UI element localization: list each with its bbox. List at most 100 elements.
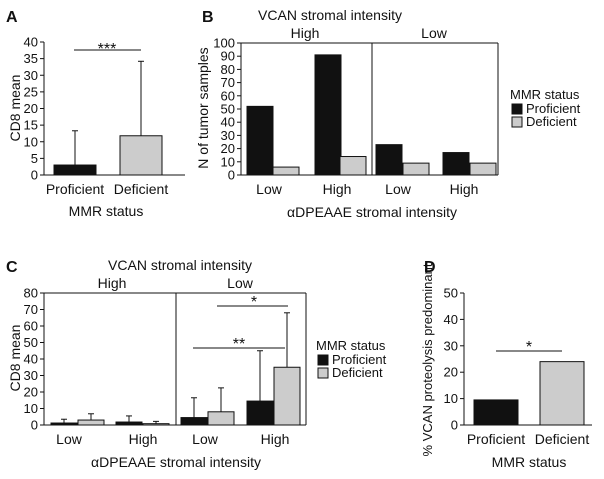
y-tick-label: 20 bbox=[444, 365, 458, 380]
panel-c-x-tick-label: High bbox=[261, 431, 290, 447]
panel-a-letter: A bbox=[6, 9, 18, 26]
panel-d-bars bbox=[473, 361, 585, 426]
bar-proficient bbox=[314, 54, 342, 176]
y-tick-label: 100 bbox=[213, 36, 235, 51]
y-tick-label: 10 bbox=[24, 401, 38, 416]
panel-d-significance: * bbox=[496, 339, 562, 356]
panel-b-group-low: Low bbox=[421, 25, 448, 41]
y-tick-label: 30 bbox=[24, 368, 38, 383]
y-tick-label: 50 bbox=[24, 335, 38, 350]
y-tick-label: 35 bbox=[24, 51, 38, 66]
bar-proficient bbox=[246, 400, 274, 426]
panel-d-x-tick-label: Deficient bbox=[535, 431, 590, 447]
bar-deficient bbox=[119, 135, 163, 176]
y-tick-label: 20 bbox=[24, 385, 38, 400]
panel-c-legend-label-proficient: Proficient bbox=[332, 352, 387, 367]
panel-a-y-label: CD8 mean bbox=[7, 75, 23, 142]
panel-d-letter: D bbox=[424, 259, 436, 276]
panel-c-significance-label: ** bbox=[233, 336, 245, 353]
y-tick-label: 60 bbox=[24, 319, 38, 334]
bar-proficient bbox=[53, 164, 97, 176]
y-tick-label: 0 bbox=[31, 418, 38, 433]
y-tick-label: 50 bbox=[221, 102, 235, 117]
panel-c-title: VCAN stromal intensity bbox=[108, 257, 252, 273]
panel-d-significance-label: * bbox=[526, 339, 532, 356]
y-tick-label: 30 bbox=[444, 338, 458, 353]
panel-b-legend-swatch-deficient bbox=[511, 116, 523, 128]
panel-d-x-label: MMR status bbox=[492, 454, 567, 470]
y-tick-label: 0 bbox=[31, 168, 38, 183]
bar-deficient bbox=[402, 162, 430, 176]
bar-proficient bbox=[180, 417, 208, 426]
bar-deficient bbox=[469, 162, 497, 176]
y-tick-label: 10 bbox=[24, 134, 38, 149]
y-tick-label: 70 bbox=[24, 302, 38, 317]
panel-c-legend-label-deficient: Deficient bbox=[332, 365, 383, 380]
panel-b-bars bbox=[246, 54, 497, 176]
panel-b-x-tick-label: High bbox=[450, 181, 479, 197]
bar-deficient bbox=[539, 361, 585, 426]
panel-b-x-tick-label: Low bbox=[256, 181, 283, 197]
panel-b: VCAN stromal intensity High Low 01020304… bbox=[195, 7, 581, 220]
y-tick-label: 80 bbox=[221, 62, 235, 77]
panel-d-y-ticks: 0 10 20 30 40 50 bbox=[444, 286, 464, 433]
bar-deficient bbox=[272, 166, 300, 176]
y-tick-label: 15 bbox=[24, 118, 38, 133]
y-tick-label: 20 bbox=[24, 101, 38, 116]
panel-b-group-high: High bbox=[291, 25, 320, 41]
bar-deficient bbox=[207, 411, 235, 426]
panel-c-letter: C bbox=[6, 259, 18, 276]
panel-c-bars bbox=[50, 312, 301, 426]
panel-c-legend: MMR status Proficient Deficient bbox=[316, 338, 387, 380]
y-tick-label: 70 bbox=[221, 75, 235, 90]
panel-b-legend: MMR status Proficient Deficient bbox=[510, 87, 581, 129]
bar-deficient bbox=[77, 419, 105, 426]
panel-b-legend-label-deficient: Deficient bbox=[526, 114, 577, 129]
panel-c-x-label: αDPEAAE stromal intensity bbox=[91, 454, 261, 470]
y-tick-label: 50 bbox=[444, 286, 458, 301]
panel-c-group-high: High bbox=[98, 275, 127, 291]
y-tick-label: 30 bbox=[24, 68, 38, 83]
y-tick-label: 90 bbox=[221, 49, 235, 64]
panel-b-letter: B bbox=[202, 9, 214, 26]
panel-c-x-tick-label: Low bbox=[192, 431, 219, 447]
panel-c-legend-title: MMR status bbox=[316, 338, 386, 353]
y-tick-label: 40 bbox=[24, 352, 38, 367]
bar-deficient bbox=[339, 156, 367, 176]
panel-b-legend-label-proficient: Proficient bbox=[526, 101, 581, 116]
panel-b-legend-title: MMR status bbox=[510, 87, 580, 102]
y-tick-label: 10 bbox=[444, 391, 458, 406]
panel-c-legend-swatch-proficient bbox=[317, 354, 329, 366]
y-tick-label: 10 bbox=[221, 154, 235, 169]
panel-b-x-tick-label: Low bbox=[385, 181, 412, 197]
panel-d-y-label: % VCAN proteolysis predominant bbox=[420, 263, 435, 456]
y-tick-label: 5 bbox=[31, 151, 38, 166]
panel-a-significance: *** bbox=[74, 41, 141, 58]
panel-b-x-label: αDPEAAE stromal intensity bbox=[287, 204, 457, 220]
panel-b-y-label: N of tumor samples bbox=[195, 47, 211, 168]
panel-b-title: VCAN stromal intensity bbox=[258, 7, 402, 23]
panel-b-legend-swatch-proficient bbox=[511, 103, 523, 115]
panel-c-significance: ** * bbox=[193, 294, 288, 353]
panel-a-x-tick-label: Deficient bbox=[114, 181, 169, 197]
panel-c-significance-label: * bbox=[251, 294, 257, 311]
bar-deficient bbox=[273, 366, 301, 426]
y-tick-label: 80 bbox=[24, 286, 38, 301]
y-tick-label: 25 bbox=[24, 84, 38, 99]
panel-a-x-label: MMR status bbox=[69, 203, 144, 219]
y-tick-label: 40 bbox=[221, 115, 235, 130]
y-tick-label: 60 bbox=[221, 88, 235, 103]
panel-d-x-tick-label: Proficient bbox=[467, 431, 525, 447]
panel-c-legend-swatch-deficient bbox=[317, 367, 329, 379]
panel-b-x-tick-label: High bbox=[323, 181, 352, 197]
y-tick-label: 30 bbox=[221, 128, 235, 143]
panel-c-group-low: Low bbox=[227, 275, 254, 291]
panel-c-y-label: CD8 mean bbox=[7, 325, 23, 392]
panel-a-x-tick-label: Proficient bbox=[46, 181, 104, 197]
panel-d: 0 10 20 30 40 50 Proficient Deficient MMR sta… bbox=[420, 263, 592, 470]
